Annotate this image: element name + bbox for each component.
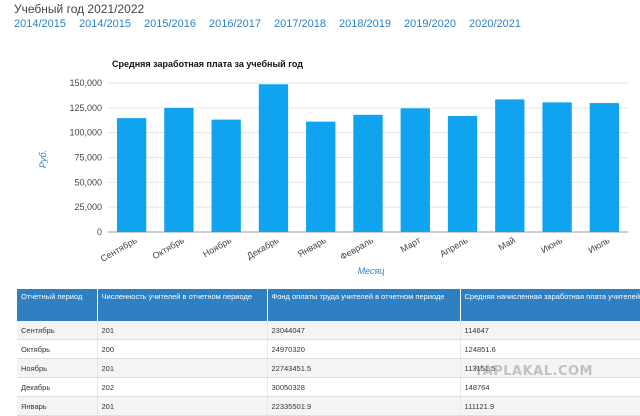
x-tick-label: Март bbox=[399, 235, 423, 254]
bar-10[interactable] bbox=[542, 102, 572, 232]
x-tick-label: Декабрь bbox=[245, 235, 281, 261]
y-tick-label: 0 bbox=[97, 227, 102, 237]
x-tick-label: Январь bbox=[296, 235, 328, 259]
cell-payroll-fund: 24970320 bbox=[267, 339, 461, 359]
bar-4[interactable] bbox=[258, 84, 289, 232]
cell-period: Октябрь bbox=[17, 339, 98, 359]
cell-period: Январь bbox=[17, 396, 98, 416]
cell-average-salary: 114647 bbox=[460, 321, 640, 340]
year-tab-6[interactable]: 2018/2019 bbox=[339, 18, 391, 30]
salary-chart: Средняя заработная плата за учебный год … bbox=[0, 46, 640, 288]
cell-average-salary: 148764 bbox=[460, 377, 640, 397]
x-tick-label: Ноябрь bbox=[201, 235, 233, 259]
y-tick-label: 125,000 bbox=[69, 103, 102, 113]
header-payroll-fund[interactable]: Фонд оплаты труда учителей в отчетном пе… bbox=[267, 289, 461, 321]
cell-teachers-count: 201 bbox=[97, 358, 268, 378]
year-tab-2[interactable]: 2014/2015 bbox=[79, 18, 131, 30]
x-tick-label: Февраль bbox=[338, 235, 375, 262]
header-average-salary[interactable]: Средняя начисленная заработная плата учи… bbox=[460, 289, 640, 321]
bar-6[interactable] bbox=[353, 114, 383, 232]
cell-teachers-count: 201 bbox=[97, 321, 268, 340]
bar-1[interactable] bbox=[116, 118, 147, 232]
page-title: Учебный год 2021/2022 bbox=[14, 2, 145, 16]
bar-chart-svg: Средняя заработная плата за учебный год … bbox=[38, 59, 628, 276]
y-tick-label: 75,000 bbox=[74, 153, 102, 163]
year-tab-3[interactable]: 2015/2016 bbox=[144, 18, 196, 30]
year-tab-7[interactable]: 2019/2020 bbox=[404, 18, 456, 30]
cell-period: Ноябрь bbox=[17, 358, 98, 378]
bar-8[interactable] bbox=[447, 115, 478, 232]
cell-payroll-fund: 23044047 bbox=[267, 321, 461, 340]
header-teachers-count[interactable]: Численность учителей в отчетном периоде bbox=[97, 289, 268, 321]
year-tab-8[interactable]: 2020/2021 bbox=[469, 18, 521, 30]
table-row: Декабрь 202 30050328 148764 bbox=[17, 377, 640, 397]
x-tick-label: Апрель bbox=[438, 235, 470, 259]
chart-title: Средняя заработная плата за учебный год bbox=[112, 59, 303, 69]
cell-period: Декабрь bbox=[17, 377, 98, 397]
cell-payroll-fund: 22335501.9 bbox=[267, 396, 461, 416]
x-axis-title: Месяц bbox=[358, 266, 385, 276]
y-axis-title: Руб. bbox=[38, 150, 48, 168]
watermark-logo: YAPLAKAL.COM bbox=[474, 364, 593, 379]
bar-2[interactable] bbox=[164, 107, 194, 232]
cell-payroll-fund: 30050328 bbox=[267, 377, 461, 397]
bar-3[interactable] bbox=[211, 119, 241, 232]
cell-average-salary: 113151.5 bbox=[460, 358, 640, 378]
salary-table: Отчетный период Численность учителей в о… bbox=[17, 289, 640, 416]
cell-teachers-count: 200 bbox=[97, 339, 268, 359]
bar-11[interactable] bbox=[589, 103, 620, 232]
table-header-row: Отчетный период Численность учителей в о… bbox=[17, 289, 640, 321]
table-row: Октябрь 200 24970320 124851.6 bbox=[17, 339, 640, 359]
cell-teachers-count: 201 bbox=[97, 396, 268, 416]
cell-average-salary: 111121.9 bbox=[460, 396, 640, 416]
cell-teachers-count: 202 bbox=[97, 377, 268, 397]
year-tab-5[interactable]: 2017/2018 bbox=[274, 18, 326, 30]
table-row: Сентябрь 201 23044047 114647 bbox=[17, 321, 640, 340]
year-tabs: 2014/2015 2014/2015 2015/2016 2016/2017 … bbox=[14, 18, 534, 30]
bar-7[interactable] bbox=[400, 108, 430, 232]
x-tick-label: Октябрь bbox=[151, 235, 186, 261]
y-tick-label: 100,000 bbox=[69, 128, 102, 138]
header-period[interactable]: Отчетный период bbox=[17, 289, 98, 321]
year-tab-1[interactable]: 2014/2015 bbox=[14, 18, 66, 30]
y-tick-label: 50,000 bbox=[74, 177, 102, 187]
x-tick-label: Сентябрь bbox=[99, 235, 139, 264]
x-tick-label: Июнь bbox=[539, 235, 564, 255]
y-tick-label: 25,000 bbox=[74, 202, 102, 212]
year-tab-4[interactable]: 2016/2017 bbox=[209, 18, 261, 30]
cell-period: Сентябрь bbox=[17, 321, 98, 340]
bar-5[interactable] bbox=[306, 121, 336, 232]
cell-average-salary: 124851.6 bbox=[460, 339, 640, 359]
x-tick-label: Май bbox=[497, 235, 517, 252]
y-tick-label: 150,000 bbox=[69, 78, 102, 88]
x-tick-label: Июль bbox=[586, 235, 611, 255]
table-row: Январь 201 22335501.9 111121.9 bbox=[17, 396, 640, 416]
bar-9[interactable] bbox=[495, 99, 525, 232]
table-row: Ноябрь 201 22743451.5 113151.5 bbox=[17, 358, 640, 378]
cell-payroll-fund: 22743451.5 bbox=[267, 358, 461, 378]
